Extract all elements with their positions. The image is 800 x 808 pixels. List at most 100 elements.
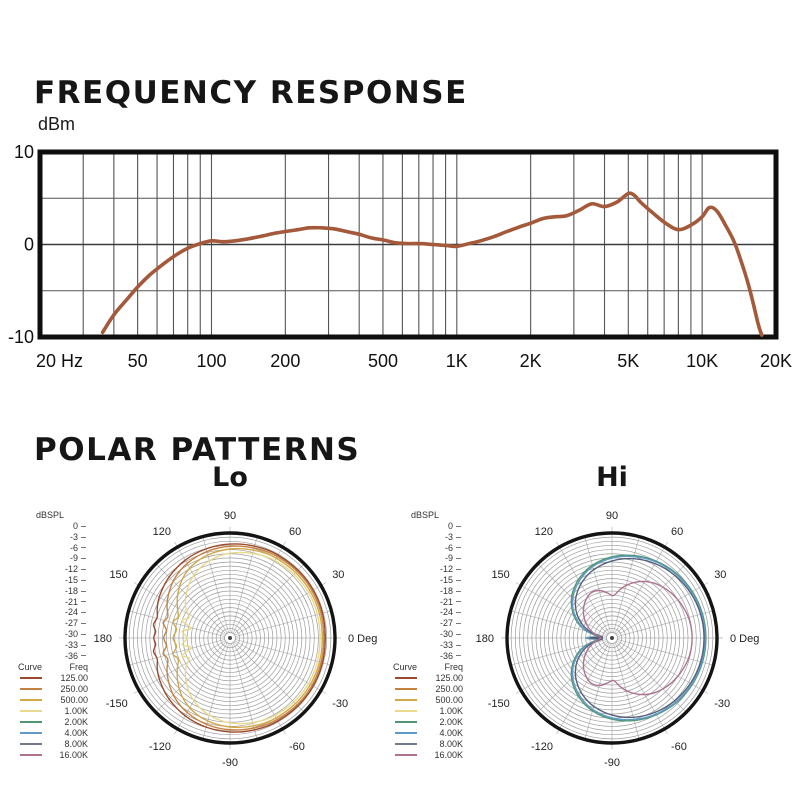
legend-row: 2.00K [18, 717, 88, 728]
legend-freq-header: Freq [69, 662, 88, 672]
legend-freq-value: 2.00K [439, 717, 463, 727]
legend-row: 8.00K [393, 738, 463, 749]
legend-swatch [20, 699, 42, 702]
legend-swatch [395, 721, 417, 723]
legend-freq-value: 125.00 [60, 673, 88, 684]
dbspl-tick: -12 [30, 564, 86, 575]
dbspl-tick: -15 [30, 575, 86, 586]
polar-outer-circle [505, 531, 719, 745]
fr-x-tick-label: 10K [686, 351, 718, 371]
dbspl-tick: -9 [405, 553, 461, 564]
polar-angle-label: -90 [604, 757, 620, 769]
dbspl-tick: -27 [30, 618, 86, 629]
legend-freq-value: 16.00K [59, 749, 88, 760]
fr-y-tick-label: 10 [14, 142, 34, 162]
dbspl-tick: -6 [405, 543, 461, 554]
fr-x-tick-label: 20 Hz [36, 351, 83, 371]
polar-angle-label: -30 [332, 698, 348, 710]
dbspl-tick: -21 [405, 597, 461, 608]
legend-swatch [20, 731, 42, 734]
legend-row: 125.00 [393, 673, 463, 684]
polar-angle-label: 0 Deg [348, 633, 377, 645]
fr-x-tick-label: 100 [196, 351, 226, 371]
legend-freq-value: 1.00K [64, 706, 88, 717]
fr-x-tick-label: 50 [128, 351, 148, 371]
legend-row: 125.00 [18, 673, 88, 684]
legend-swatch [20, 688, 42, 691]
legend-row: 250.00 [393, 684, 463, 695]
dbspl-ticks: 0 -3 -6 -9 -12 -15 -18 -21 -24 -27 -30 -33 -36 [405, 521, 461, 661]
dbspl-tick: -18 [30, 586, 86, 597]
polar-angle-label: -60 [671, 741, 687, 753]
dbspl-tick: -3 [405, 532, 461, 543]
legend-freq-value: 250.00 [435, 684, 463, 695]
legend-curve-header: Curve [18, 662, 43, 672]
polar-curve-250.00 [162, 545, 325, 731]
legend-freq-value: 4.00K [439, 727, 463, 738]
legend-curve-header: Curve [393, 662, 418, 672]
legend-swatch [20, 677, 42, 680]
legend-row: 500.00 [18, 695, 88, 706]
legend-swatch [20, 742, 42, 745]
polar-lo-dbspl-scale: dBSPL 0 -3 -6 -9 -12 -15 -18 -21 -24 -27 -30 -33 -36 [30, 510, 86, 661]
polar-angle-label: 150 [491, 569, 509, 581]
legend-freq-value: 1.00K [439, 706, 463, 717]
polar-chart-lo: 90 60 30 0 Deg -30 -60 -90 -120 -150 180 150 120 [94, 510, 378, 769]
polar-patterns-title: POLAR PATTERNS [34, 431, 361, 468]
dbspl-tick: -6 [30, 543, 86, 554]
polar-angle-label: -90 [222, 757, 238, 769]
polar-angle-label: 180 [476, 633, 494, 645]
polar-center-dot [228, 636, 232, 640]
dbspl-tick: -9 [30, 553, 86, 564]
fr-x-tick-label: 2K [520, 351, 542, 371]
legend-freq-value: 16.00K [434, 749, 463, 760]
dbspl-tick: -21 [30, 597, 86, 608]
fr-x-tick-label: 200 [270, 351, 300, 371]
legend-row: 16.00K [18, 749, 88, 760]
fr-response-curve [100, 191, 764, 337]
legend-swatch [395, 699, 417, 702]
dbspl-tick: 0 [405, 521, 461, 532]
polar-angle-label: -150 [106, 698, 128, 710]
legend-swatch [395, 753, 417, 756]
legend-swatch [395, 710, 417, 713]
legend-row: 2.00K [393, 717, 463, 728]
legend-swatch [395, 731, 417, 734]
polar-angle-label: -150 [488, 698, 510, 710]
legend-row: 1.00K [393, 706, 463, 717]
fr-x-tick-label: 1K [446, 351, 468, 371]
fr-y-axis-label: dBm [38, 114, 76, 134]
polar-curve-125.00 [152, 543, 326, 733]
polar-lo-title: Lo [212, 462, 248, 493]
legend-row: 1.00K [18, 706, 88, 717]
polar-angle-label: 60 [671, 526, 683, 538]
polar-curve-4.00K [571, 555, 706, 721]
legend-swatch [20, 721, 42, 723]
dbspl-ticks: 0 -3 -6 -9 -12 -15 -18 -21 -24 -27 -30 -33 -36 [30, 521, 86, 661]
polar-angle-label: 30 [332, 569, 344, 581]
dbspl-tick: -18 [405, 586, 461, 597]
fr-y-tick-label: -10 [8, 327, 34, 347]
dbspl-label: dBSPL [411, 510, 440, 520]
legend-swatch [395, 677, 417, 680]
polar-hi-dbspl-scale: dBSPL 0 -3 -6 -9 -12 -15 -18 -21 -24 -27 -30 -33 -36 [405, 510, 461, 661]
polar-curve-16.00K [582, 580, 693, 696]
legend-swatch [395, 688, 417, 691]
dbspl-tick: -15 [405, 575, 461, 586]
polar-angle-label: 30 [714, 569, 726, 581]
dbspl-tick: 0 [30, 521, 86, 532]
polar-curve-500.00 [172, 547, 323, 729]
polar-angle-label: -120 [531, 741, 553, 753]
legend-freq-value: 250.00 [60, 684, 88, 695]
polar-curve-2.00K [570, 554, 707, 722]
dbspl-label: dBSPL [36, 510, 65, 520]
legend-freq-value: 125.00 [435, 673, 463, 684]
polar-center-dot [610, 636, 614, 640]
legend-row: 16.00K [393, 749, 463, 760]
fr-x-tick-label: 20K [760, 351, 792, 371]
dbspl-tick: -12 [405, 564, 461, 575]
polar-angle-label: 120 [153, 526, 171, 538]
polar-angle-label: 180 [94, 633, 112, 645]
polar-curve-1.00K [181, 551, 321, 725]
legend-freq-value: 8.00K [64, 738, 88, 749]
